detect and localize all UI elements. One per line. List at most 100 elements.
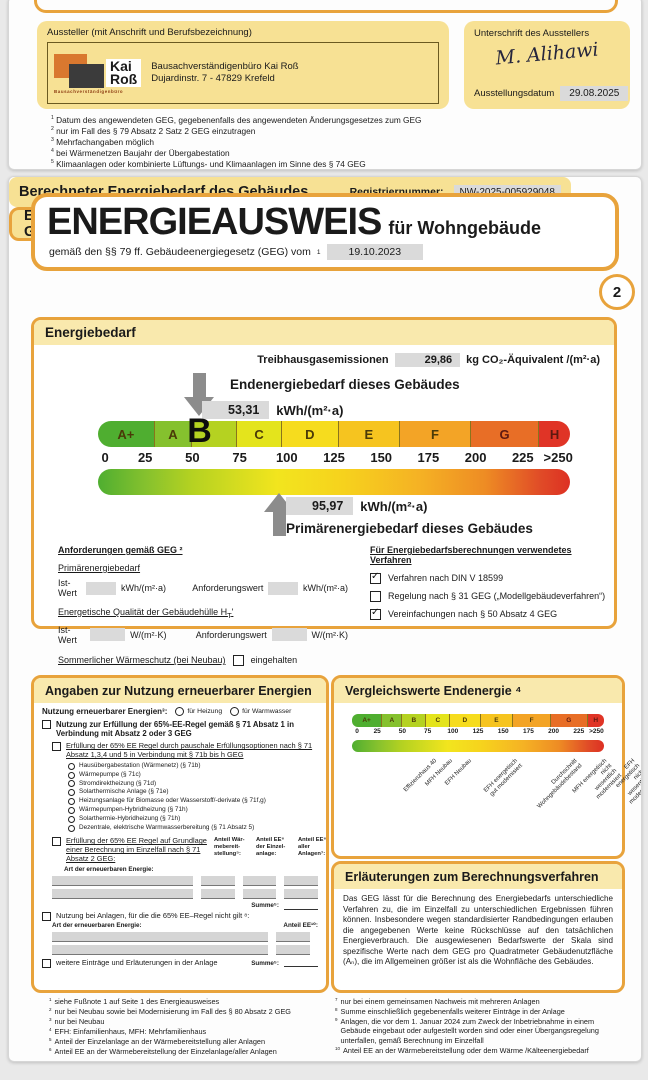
radio-warmwasser[interactable]: für Warmwasser (230, 707, 291, 716)
energy-type-input[interactable] (52, 875, 193, 886)
prim-ist-input[interactable] (86, 581, 116, 595)
energiebedarf-box: Energiebedarf Treibhausgasemissionen 29,… (31, 317, 617, 666)
table2-anteil-header: Anteil EE¹⁰: (283, 921, 318, 929)
erfuellungsoptionen-list: Hausübergabestation (Wärmenetz) (§ 71b) … (68, 762, 318, 833)
checkbox-weitere-eintraege[interactable]: weitere Einträge und Erläuterungen in de… (42, 958, 217, 968)
signature-label: Unterschrift des Ausstellers (474, 28, 590, 39)
radio-heizung[interactable]: für Heizung (175, 707, 222, 716)
energy-type-input[interactable] (52, 944, 268, 955)
compare-scale: A+ A B C D E F G H 0 25 50 75 100 125 15… (352, 714, 641, 842)
checkbox-icon (42, 958, 51, 968)
scale-segment: E (480, 714, 514, 727)
endenergie-value: 53,31 (202, 401, 270, 419)
signature-panel: Unterschrift des Ausstellers M. Alihawi … (464, 21, 630, 109)
erneuerbare-box: Angaben zur Nutzung erneuerbarer Energie… (31, 675, 329, 993)
checkbox-pauschale-optionen[interactable]: Erfüllung der 65% EE Regel durch pauscha… (52, 741, 318, 759)
table2-row (52, 931, 318, 942)
signature: M. Alihawi (494, 38, 600, 70)
footnote: 3 Mehrfachangaben möglich (51, 137, 154, 148)
share-input[interactable] (284, 875, 318, 886)
option-radio[interactable]: Stromdirektheizung (§ 71d) (68, 780, 318, 789)
checkbox-icon (42, 720, 51, 729)
checkbox-nicht-gilt[interactable]: Nutzung bei Anlagen, für die die 65% EE–… (42, 911, 318, 921)
primaer-label: Primärenergiebedarf dieses Gebäudes (286, 521, 533, 536)
radio-icon (230, 707, 240, 716)
energy-type-input[interactable] (52, 888, 193, 899)
compare-labels: Effizienzhaus 40 MFH Neubau EFH Neubau E… (352, 752, 641, 842)
option-radio[interactable]: Solarthermie-Hybridheizung (§ 71h) (68, 815, 318, 824)
footnote: 8 Summe einschließlich gegebenenfalls wei… (335, 1006, 565, 1016)
share-input[interactable] (276, 931, 310, 942)
footnote: 10 Anteil EE an der Wärmebereitstellung o… (335, 1045, 589, 1055)
page1-sheet: Aussteller (mit Anschrift und Berufsbeze… (8, 0, 642, 170)
issuer-address-line2: Dujardinstr. 7 - 47829 Krefeld (151, 73, 275, 84)
page2-footnotes-left: 1 siehe Fußnote 1 auf Seite 1 des Energie… (49, 997, 333, 1057)
table2-sum-row: Summe⁵: (251, 959, 318, 968)
document-title: ENERGIEAUSWEIS (47, 201, 382, 243)
checkbox-65ee-regel[interactable]: Nutzung zur Erfüllung der 65%-EE-Regel g… (42, 720, 318, 738)
radio-icon (68, 762, 75, 770)
table2-art-header: Art der erneuerbaren Energie: (52, 921, 142, 929)
option-radio[interactable]: Wärmepumpen-Hybridheizung (§ 71h) (68, 806, 318, 815)
checkbox-icon[interactable] (370, 591, 381, 602)
share-input[interactable] (284, 888, 318, 899)
aussteller-inner-box: Kai Roß Bausachverständigenbüro Bausachv… (47, 42, 439, 104)
share-input[interactable] (276, 944, 310, 955)
footnote: 5 Anteil der Einzelanlage an der Wärmeber… (49, 1036, 266, 1046)
primaer-unit: kWh/(m²·a) (360, 498, 428, 514)
erlaeuterungen-text: Das GEG lässt für die Berechnung des Ene… (343, 894, 613, 967)
footnote: 1 siehe Fußnote 1 auf Seite 1 des Energie… (49, 997, 220, 1006)
huelle-ist-row: Ist-Wert W/(m²·K) Anforderungswert W/(m²… (58, 624, 349, 645)
option-radio[interactable]: Heizungsanlage für Biomasse oder Wassers… (68, 797, 318, 806)
sum-input[interactable] (284, 959, 318, 968)
option-radio[interactable]: Hausübergabestation (Wärmenetz) (§ 71b) (68, 762, 318, 771)
geg-date-value: 19.10.2023 (326, 244, 424, 260)
option-radio[interactable]: Solarthermische Anlage (§ 71e) (68, 788, 318, 797)
share-input[interactable] (200, 888, 235, 899)
scale-segment: G (551, 714, 588, 727)
table1-row (52, 888, 318, 899)
scale-segment: F (513, 714, 552, 727)
checkbox-checked-icon[interactable] (370, 607, 381, 620)
anforderungen-title: Anforderungen gemäß GEG ² (58, 545, 183, 555)
prim-ist-row: Ist-Wert kWh/(m²·a) Anforderungswert kWh… (58, 578, 349, 598)
option-radio[interactable]: Dezentrale, elektrische Warmwasserbereit… (68, 824, 318, 833)
prim-anforderung-input[interactable] (268, 581, 299, 595)
huelle-anforderung-input[interactable] (271, 628, 307, 642)
scale-segment: C (237, 421, 283, 447)
radio-icon (68, 824, 75, 832)
footnote: 9 Anlagen, die vor dem 1. Januar 2024 zum… (335, 1016, 599, 1045)
logo-name: Kai Roß (106, 57, 142, 88)
share-input[interactable] (242, 875, 277, 886)
thg-label: Treibhausgasemissionen (257, 354, 389, 366)
footnote: 3 nur bei Neubau (49, 1016, 105, 1026)
compare-gradient-bar (352, 740, 604, 752)
eingehalten-checkbox[interactable] (232, 654, 244, 666)
footnote: 5 Klimaanlagen oder kombinierte Lüftungs… (51, 159, 366, 170)
scale-segment: B (402, 714, 427, 727)
energiebedarf-header: Energiebedarf (34, 320, 614, 345)
logo-name-line1: Kai (110, 57, 132, 74)
logo-tagline: Bausachverständigenbüro (54, 89, 124, 94)
table1-sum-row: Summe⁵: (42, 902, 318, 910)
option-radio[interactable]: Wärmepumpe (§ 71c) (68, 771, 318, 780)
vergleichswerte-box: Vergleichswerte Endenergie ⁴ A+ A B C D … (331, 675, 641, 859)
share-input[interactable] (242, 888, 277, 899)
energy-type-input[interactable] (52, 931, 268, 942)
radio-icon (68, 771, 75, 779)
page1-footnotes: 1 Datum des angewendeten GEG, gegebenenf… (51, 115, 421, 170)
checkbox-checked-icon[interactable] (370, 571, 381, 584)
erlaeuterungen-header: Erläuterungen zum Berechnungsverfahren (334, 864, 622, 889)
page-number-badge: 2 (599, 274, 635, 310)
anforderungen-prim-heading: Primärenergiebedarf (58, 563, 141, 573)
logo-dark-shape (69, 64, 104, 88)
sum-input[interactable] (284, 902, 318, 910)
huelle-ist-input[interactable] (90, 628, 126, 642)
law-reference: gemäß den §§ 79 ff. Gebäudeenergiegesetz… (49, 246, 311, 258)
share-input[interactable] (200, 875, 235, 886)
scale-segment: A (154, 421, 193, 447)
checkbox-einzelfall[interactable]: Erfüllung der 65% EE Regel auf Grundlage… (52, 837, 326, 863)
table1-art-header: Art der erneuerbaren Energie: (64, 865, 154, 873)
radio-icon (68, 806, 75, 814)
scale-segment: D (450, 714, 481, 727)
